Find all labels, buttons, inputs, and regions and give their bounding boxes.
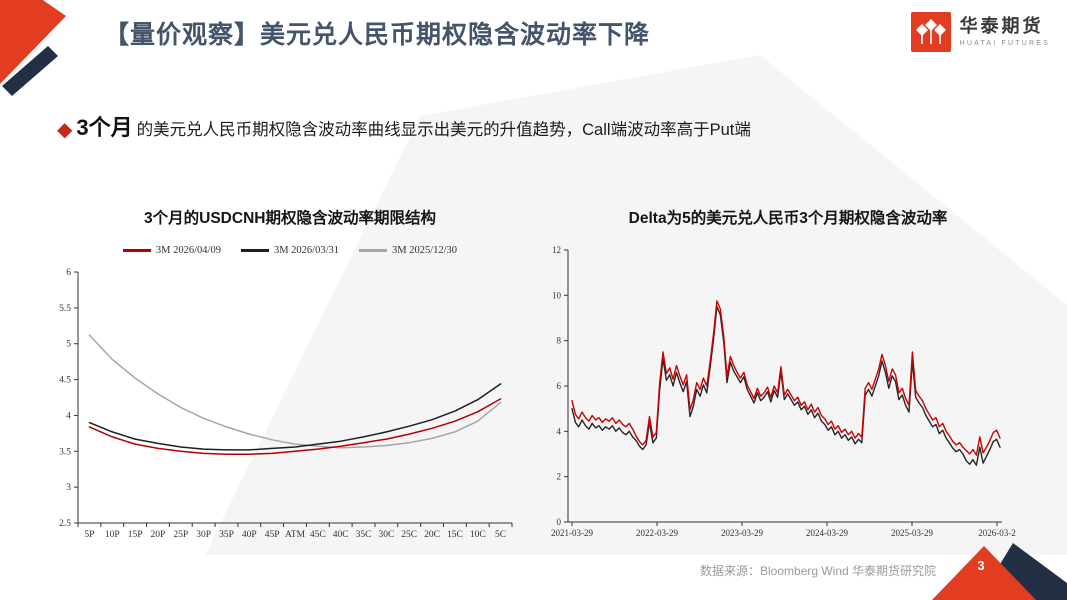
logo-name-en: HUATAI FUTURES bbox=[959, 39, 1050, 47]
left-chart-legend: 3M 2026/04/09 3M 2026/03/31 3M 2025/12/3… bbox=[60, 245, 520, 256]
logo-text: 华泰期货 HUATAI FUTURES bbox=[959, 15, 1050, 47]
bullet-text: 的美元兑人民币期权隐含波动率曲线显示出美元的升值趋势，Call端波动率高于Put… bbox=[136, 121, 751, 139]
legend-label: 3M 2026/03/31 bbox=[273, 245, 340, 256]
legend-swatch-black bbox=[240, 249, 269, 252]
navy-stripe-decor bbox=[2, 46, 58, 96]
right-chart-title: Delta为5的美元兑人民币3个月期权隐含波动率 bbox=[628, 210, 948, 227]
logo-name-cn: 华泰期货 bbox=[959, 15, 1044, 36]
legend-item: 3M 2026/03/31 bbox=[240, 245, 340, 256]
data-source-note: 数据来源：Bloomberg Wind 华泰期货研究院 bbox=[700, 564, 937, 578]
legend-swatch-gray bbox=[359, 249, 388, 252]
huatai-logo-icon bbox=[910, 12, 951, 52]
red-triangle-decor bbox=[932, 546, 1036, 600]
page-title: 【量价观察】美元兑人民币期权隐含波动率下降 bbox=[104, 21, 651, 49]
page-number: 3 bbox=[977, 558, 985, 573]
legend-label: 3M 2026/04/09 bbox=[155, 245, 221, 256]
company-logo: 华泰期货 HUATAI FUTURES bbox=[910, 12, 1050, 52]
corner-decoration bbox=[0, 0, 66, 96]
legend-item: 3M 2026/04/09 bbox=[122, 245, 221, 256]
legend-label: 3M 2025/12/30 bbox=[392, 245, 458, 256]
red-diamond-decor bbox=[0, 0, 66, 84]
bullet-highlight: 3个月 bbox=[76, 115, 133, 140]
diamond-bullet-icon: ◆ bbox=[57, 119, 73, 141]
page-corner-decoration bbox=[932, 543, 1067, 600]
left-chart-title: 3个月的USDCNH期权隐含波动率期限结构 bbox=[144, 210, 436, 227]
legend-item: 3M 2025/12/30 bbox=[359, 245, 457, 256]
key-point-bullet: ◆ 3个月 的美元兑人民币期权隐含波动率曲线显示出美元的升值趋势，Call端波动… bbox=[57, 110, 751, 142]
legend-swatch-red bbox=[122, 249, 151, 252]
